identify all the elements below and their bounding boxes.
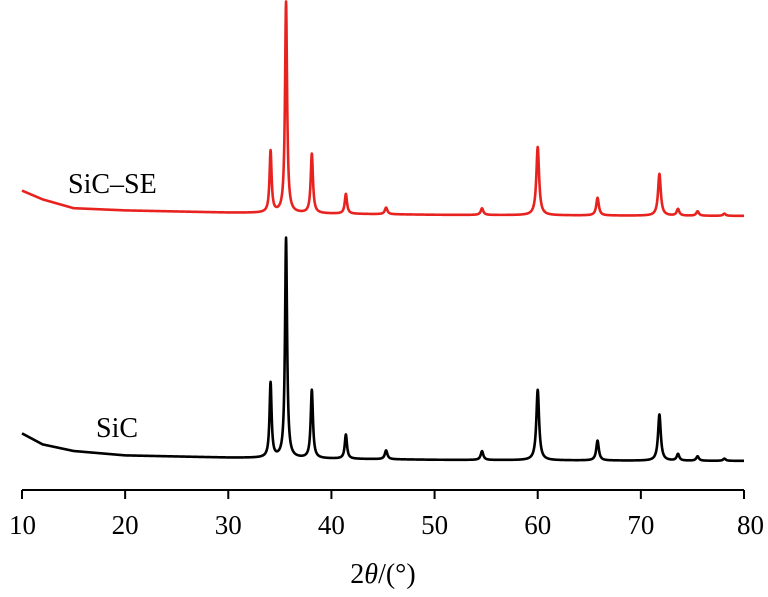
x-tick-label: 80	[737, 510, 764, 540]
x-tick-label: 50	[421, 510, 448, 540]
series-line-sic	[20, 236, 746, 463]
series-label-sic-se: SiC–SE	[68, 169, 157, 200]
series-labels: SiC–SE SiC	[68, 169, 157, 444]
x-axis-title: 2θ/(°)	[350, 559, 415, 590]
x-tick-label: 30	[215, 510, 242, 540]
x-axis-ticks: 10 20 30 40 50 60 70 80	[9, 490, 764, 540]
x-tick-label: 70	[627, 510, 654, 540]
series-line-sic-se	[20, 0, 746, 218]
series-label-sic: SiC	[96, 413, 138, 444]
series-layer	[20, 0, 746, 463]
x-tick-label: 60	[524, 510, 551, 540]
x-tick-label: 10	[9, 510, 36, 540]
x-tick-label: 40	[318, 510, 345, 540]
x-tick-label: 20	[112, 510, 139, 540]
